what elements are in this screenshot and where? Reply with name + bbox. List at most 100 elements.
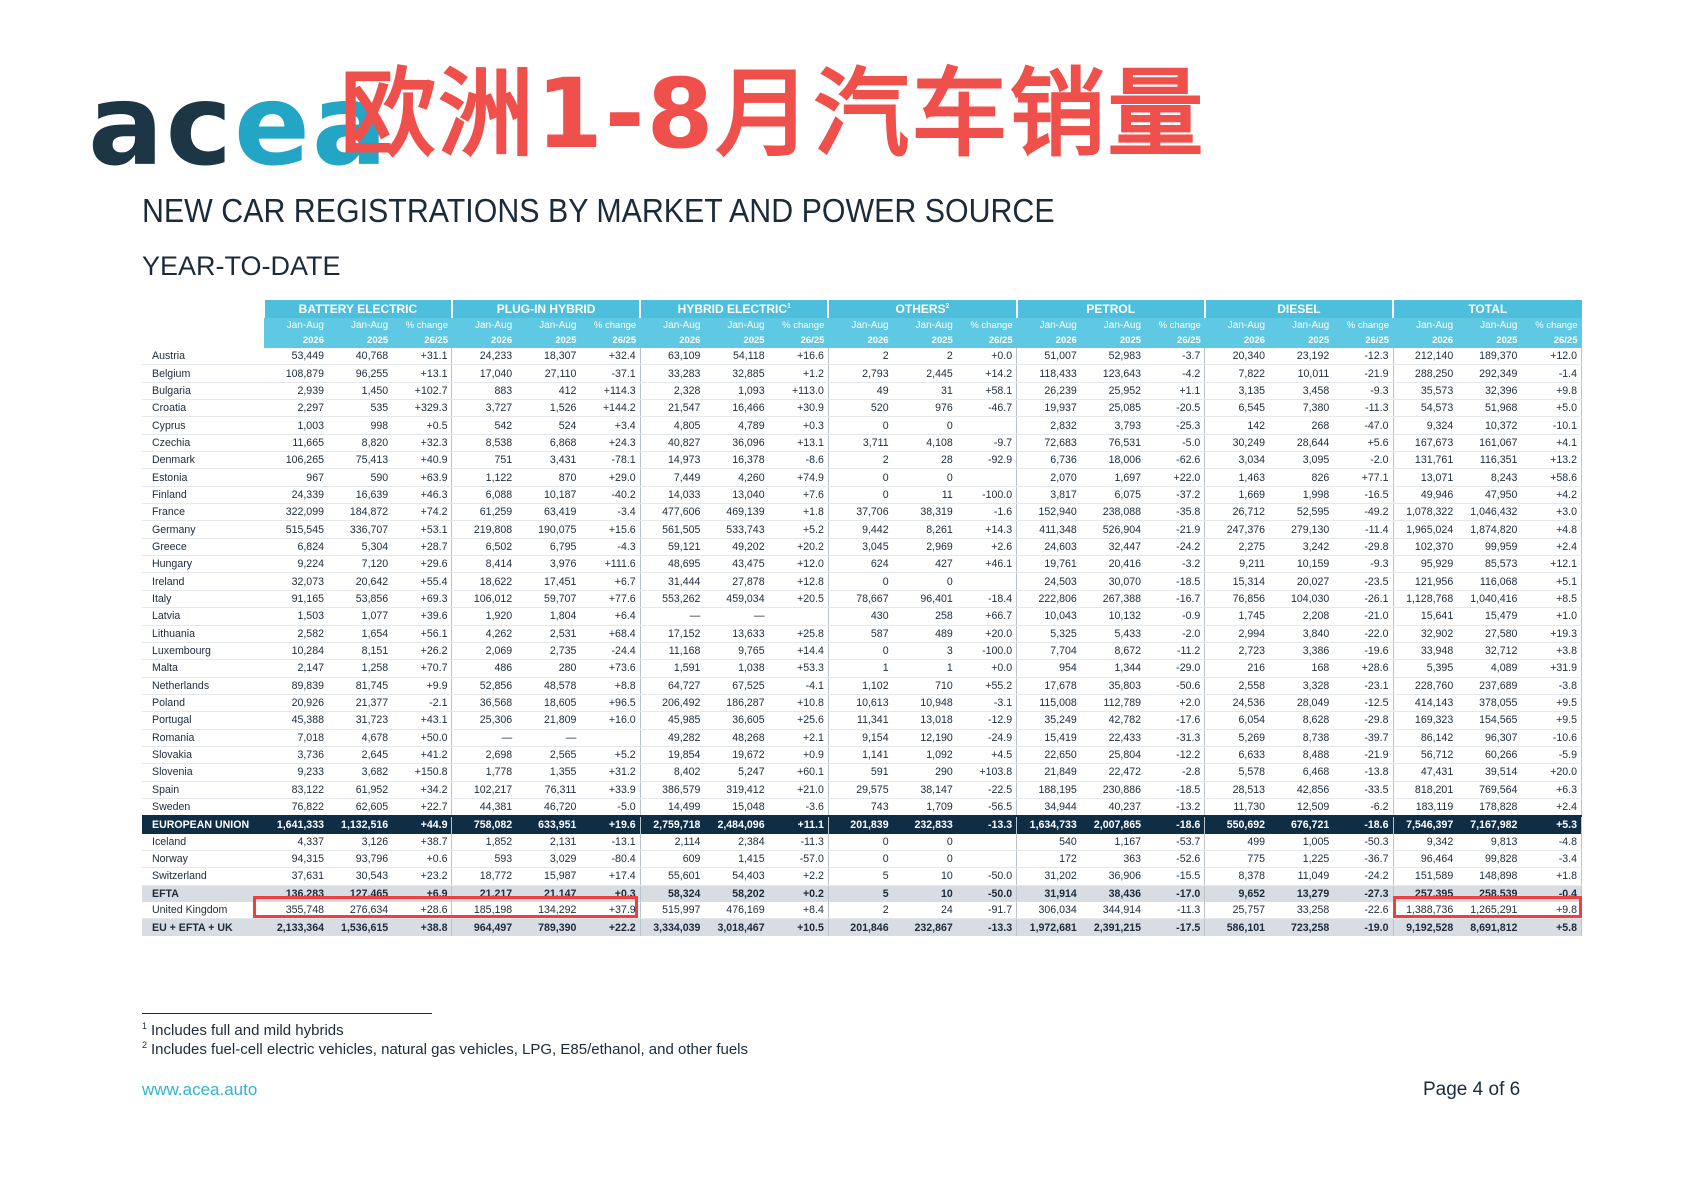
table-cell: 51,968 bbox=[1457, 399, 1522, 418]
country-name: Latvia bbox=[142, 607, 264, 626]
table-cell: 593 bbox=[451, 850, 517, 869]
table-cell: 8,538 bbox=[451, 434, 517, 453]
column-header: 26/25 bbox=[768, 333, 829, 348]
table-cell: 228,760 bbox=[1393, 677, 1458, 695]
table-cell: 1,709 bbox=[892, 798, 957, 817]
table-row: Poland 20,926 21,377 -2.1 36,568 18,605 +96.5 2… bbox=[142, 694, 1583, 713]
table-cell: -15.5 bbox=[1145, 867, 1206, 886]
table-row: Portugal 45,388 31,723 +43.1 25,306 21,809 +16… bbox=[142, 711, 1583, 730]
table-cell: +10.8 bbox=[768, 694, 829, 713]
table-cell: +8.5 bbox=[1521, 590, 1583, 609]
table-cell: 54,573 bbox=[1393, 399, 1458, 418]
table-cell: 31,444 bbox=[640, 572, 705, 591]
table-cell: 3,018,467 bbox=[704, 918, 769, 936]
table-cell: +63.9 bbox=[392, 468, 453, 487]
table-cell: 524 bbox=[516, 416, 581, 435]
table-cell: -9.3 bbox=[1333, 382, 1394, 401]
table-cell: 17,678 bbox=[1016, 677, 1081, 695]
table-cell: -2.0 bbox=[1333, 451, 1394, 470]
column-header: % change bbox=[956, 318, 1017, 333]
column-header: 2025 bbox=[1269, 333, 1334, 348]
table-cell: -92.9 bbox=[956, 451, 1018, 470]
table-cell: 35,573 bbox=[1393, 382, 1458, 401]
table-cell: 2,994 bbox=[1204, 625, 1270, 643]
table-cell: +22.2 bbox=[580, 918, 641, 936]
column-header: 26/25 bbox=[1521, 333, 1582, 348]
table-cell: 48,695 bbox=[640, 555, 705, 574]
table-cell: 0 bbox=[892, 572, 957, 591]
table-cell: 6,795 bbox=[516, 538, 581, 557]
table-cell: 32,712 bbox=[1457, 642, 1522, 661]
table-cell: 633,951 bbox=[516, 815, 581, 834]
table-cell: 257,395 bbox=[1393, 885, 1458, 902]
table-cell: -19.0 bbox=[1333, 918, 1394, 936]
table-cell: -13.2 bbox=[1145, 798, 1206, 817]
table-cell: +70.7 bbox=[392, 659, 453, 678]
table-cell: 290 bbox=[892, 763, 957, 782]
group-header-label: OTHERS bbox=[895, 302, 946, 316]
table-cell: -0.9 bbox=[1145, 607, 1206, 626]
table-cell: +13.1 bbox=[392, 364, 453, 383]
table-cell: 95,929 bbox=[1393, 555, 1458, 574]
table-cell: 15,641 bbox=[1393, 607, 1458, 626]
table-cell: 1,972,681 bbox=[1016, 918, 1081, 936]
table-cell: +28.6 bbox=[1333, 659, 1394, 678]
table-cell: 20,642 bbox=[327, 572, 393, 591]
table-cell: +66.7 bbox=[956, 607, 1018, 626]
group-header: PETROL bbox=[1015, 300, 1205, 318]
table-cell: 63,109 bbox=[640, 348, 705, 366]
table-cell: 13,040 bbox=[704, 486, 769, 505]
table-cell: +11.1 bbox=[768, 815, 829, 834]
table-cell: 21,547 bbox=[640, 399, 705, 418]
table-cell: -3.8 bbox=[1521, 677, 1583, 695]
table-cell: 586,101 bbox=[1204, 918, 1270, 936]
table-cell: 39,514 bbox=[1457, 763, 1522, 782]
table-cell: 38,436 bbox=[1080, 885, 1146, 902]
table-cell: +13.2 bbox=[1521, 451, 1583, 470]
table-cell: +15.6 bbox=[580, 520, 641, 539]
table-cell: -4.8 bbox=[1521, 833, 1583, 851]
table-cell: 13,279 bbox=[1269, 885, 1334, 902]
group-footnote-mark: 1 bbox=[787, 303, 791, 310]
table-cell: 2 bbox=[828, 451, 893, 470]
table-row: United Kingdom 355,748 276,634 +28.6 185,198… bbox=[142, 902, 1583, 920]
table-cell: 1,965,024 bbox=[1393, 520, 1458, 539]
table-cell: 33,948 bbox=[1393, 642, 1458, 661]
table-cell: 29,575 bbox=[828, 781, 893, 799]
table-cell: 34,944 bbox=[1016, 798, 1081, 817]
table-cell: 0 bbox=[892, 833, 957, 851]
table-cell bbox=[768, 607, 829, 626]
table-cell: 22,650 bbox=[1016, 746, 1081, 765]
table-cell: -1.4 bbox=[1521, 364, 1583, 383]
table-cell: 8,672 bbox=[1080, 642, 1146, 661]
table-cell: 40,237 bbox=[1080, 798, 1146, 817]
footnote-1-mark: 1 bbox=[142, 1021, 148, 1031]
logo-part-1: ac bbox=[88, 61, 234, 191]
table-cell: -27.3 bbox=[1333, 885, 1394, 902]
table-cell: -50.3 bbox=[1333, 833, 1394, 851]
table-cell: -5.0 bbox=[580, 798, 641, 817]
table-cell: -12.3 bbox=[1333, 348, 1394, 366]
column-header: % change bbox=[768, 318, 829, 333]
table-cell: 15,048 bbox=[704, 798, 769, 817]
table-cell: -16.7 bbox=[1145, 590, 1206, 609]
group-header: BATTERY ELECTRIC bbox=[262, 300, 452, 318]
table-cell: 0 bbox=[892, 468, 957, 487]
table-cell: 58,202 bbox=[704, 885, 769, 902]
table-cell: +2.0 bbox=[1145, 694, 1206, 713]
table-cell bbox=[956, 833, 1018, 851]
table-cell: -50.0 bbox=[956, 885, 1018, 902]
registrations-table: BATTERY ELECTRIC PLUG-IN HYBRID HYBRID ELE… bbox=[142, 300, 1583, 936]
table-cell: 826 bbox=[1269, 468, 1334, 487]
table-cell: 8,414 bbox=[451, 555, 517, 574]
table-cell: 8,628 bbox=[1269, 711, 1334, 730]
table-cell: +38.8 bbox=[392, 918, 453, 936]
table-cell: 758,082 bbox=[451, 815, 517, 834]
column-header: Jan-Aug bbox=[451, 318, 517, 333]
table-cell: +50.0 bbox=[392, 729, 453, 747]
table-cell: +10.5 bbox=[768, 918, 829, 936]
table-cell: 535 bbox=[327, 399, 393, 418]
website-link[interactable]: www.acea.auto bbox=[142, 1080, 258, 1099]
table-cell: 186,287 bbox=[704, 694, 769, 713]
column-header: 2025 bbox=[1080, 333, 1146, 348]
